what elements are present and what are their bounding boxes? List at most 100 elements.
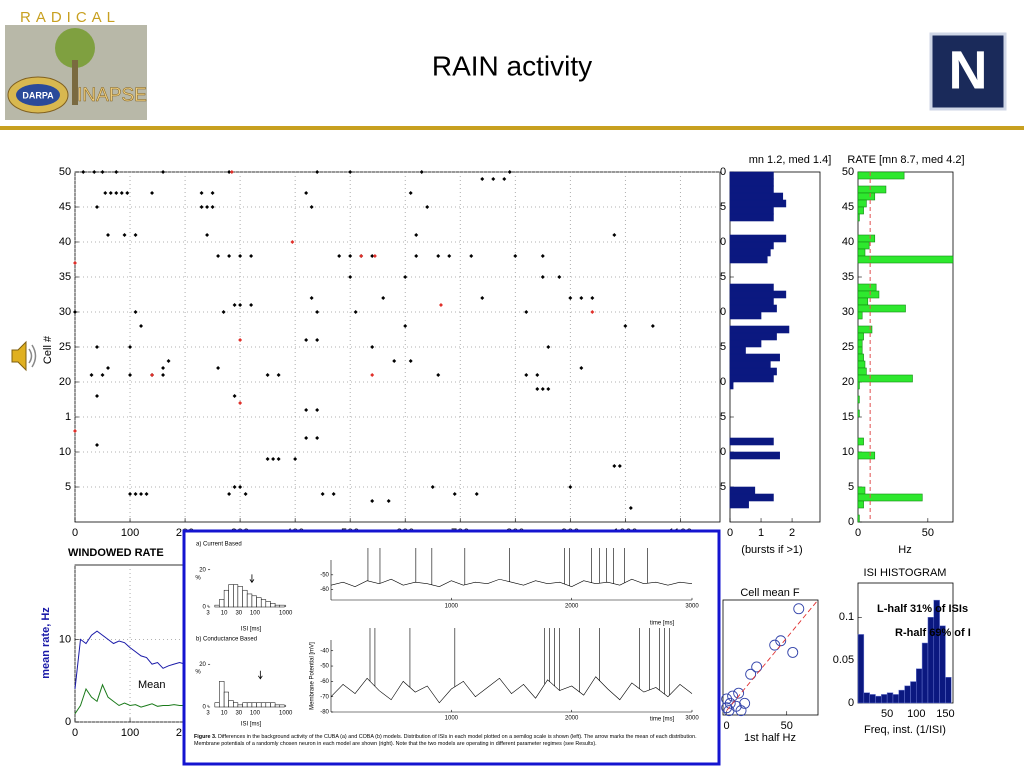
bar (729, 493, 774, 502)
logo-letter: N (949, 40, 988, 100)
bar (270, 603, 276, 608)
trace (74, 683, 186, 715)
bar (246, 702, 253, 708)
x-tick-label: 100 (121, 727, 139, 739)
spike (133, 492, 138, 496)
bar (857, 634, 865, 704)
bar (857, 255, 954, 264)
x-axis-label: Hz (898, 544, 911, 556)
bar (729, 437, 774, 446)
x-tick-label: 3000 (685, 604, 699, 610)
spike (106, 233, 111, 237)
x-tick-label: 3 (206, 611, 210, 617)
bar (729, 255, 768, 264)
y-tick-label: 0.05 (833, 654, 854, 666)
logo-left (5, 25, 147, 120)
plot-frame (722, 599, 819, 716)
x-tick-label: 100 (250, 611, 261, 617)
bar (233, 584, 239, 608)
chart-title: Cell mean F (740, 587, 800, 599)
bar (857, 409, 860, 418)
y-tick-label: 20 (199, 567, 206, 573)
bar (279, 704, 285, 708)
x-tick-label: 30 (235, 711, 242, 717)
spike (238, 338, 243, 342)
y-tick-label: 45 (59, 201, 71, 213)
x-tick-label: 50 (922, 527, 934, 539)
slide-title: RAIN activity (432, 50, 592, 81)
bar (857, 514, 860, 523)
spike (320, 492, 325, 496)
y-axis-label: % (195, 670, 201, 676)
x-axis-label: time [ms] (650, 621, 675, 627)
bar (857, 500, 864, 509)
bar (945, 677, 952, 704)
spike (133, 310, 138, 314)
y-tick-label: 25 (842, 341, 854, 353)
x-axis-label: 1st half Hz (744, 732, 796, 744)
point (793, 603, 805, 615)
spike (114, 191, 119, 195)
bar (214, 702, 220, 708)
bar (260, 702, 267, 708)
spike (491, 177, 496, 181)
point (735, 705, 747, 717)
x-axis-label: time [ms] (650, 717, 675, 723)
spike (238, 485, 243, 489)
spike (221, 310, 226, 314)
point (751, 661, 763, 673)
y-tick-label: -70 (320, 694, 329, 700)
point (721, 693, 733, 705)
bar (274, 604, 281, 608)
bar (256, 597, 262, 608)
y-tick-label: 5 (720, 481, 726, 493)
bar (857, 325, 873, 334)
spike (229, 170, 234, 174)
bar (256, 702, 262, 708)
x-tick-label: 3000 (685, 716, 699, 722)
spike (199, 205, 204, 209)
y-tick-label: 45 (842, 201, 854, 213)
y-tick-label: -50 (320, 572, 329, 578)
y-tick-label: 0 (720, 166, 726, 178)
brand: RADICAL (20, 9, 120, 26)
bar (219, 681, 225, 708)
spike (210, 205, 215, 209)
spike (419, 170, 424, 174)
bar (237, 704, 243, 708)
bar (242, 589, 248, 608)
y-tick-label: 0 (720, 236, 726, 248)
bar (274, 704, 281, 708)
point (727, 690, 739, 702)
mean-arrow (258, 670, 263, 680)
bar (265, 702, 271, 708)
bar (279, 604, 285, 608)
y-axis-label: Cell # (42, 335, 54, 364)
y-tick-label: 0.1 (839, 611, 854, 623)
bar (228, 700, 234, 708)
bar (219, 599, 225, 608)
y-tick-label: 5 (720, 201, 726, 213)
spike (108, 191, 113, 195)
bar (265, 601, 271, 608)
y-tick-label: 5 (720, 341, 726, 353)
y-tick-label: 30 (842, 306, 854, 318)
logo-text: DARPA (22, 90, 54, 100)
bar (857, 493, 923, 502)
x-axis-label: Freq, inst. (1/ISI) (864, 724, 946, 736)
spike (81, 170, 86, 174)
y-tick-label: -60 (320, 679, 329, 685)
x-tick-label: 0 (724, 720, 730, 732)
bar (729, 374, 774, 383)
spike (199, 191, 204, 195)
spike (238, 401, 243, 405)
spike (133, 233, 138, 237)
point (769, 639, 781, 651)
spike (232, 303, 237, 307)
trace (74, 630, 186, 690)
bar (939, 625, 946, 704)
y-tick-label: 5 (720, 271, 726, 283)
spike (139, 324, 144, 328)
bar (729, 311, 762, 320)
